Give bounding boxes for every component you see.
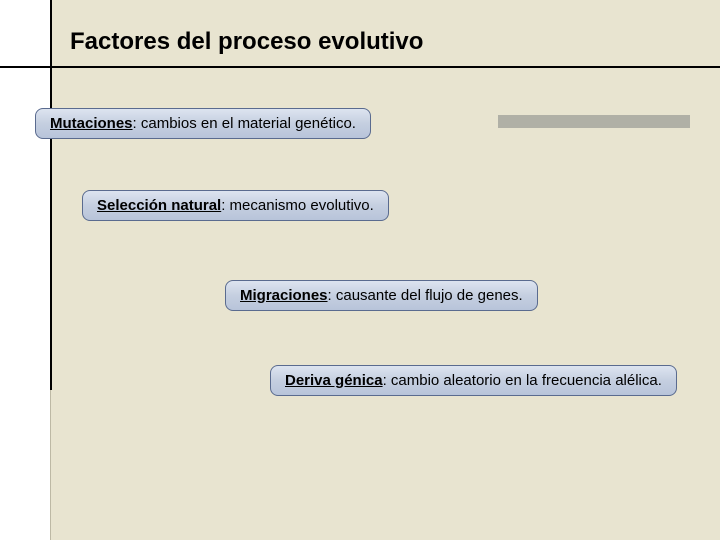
left-column: [0, 0, 50, 540]
factor-term: Migraciones: [240, 287, 328, 304]
factor-pill-1: Selección natural: mecanismo evolutivo.: [82, 190, 389, 221]
factor-term: Selección natural: [97, 197, 221, 214]
factor-term: Deriva génica: [285, 372, 383, 389]
factor-definition: : causante del flujo de genes.: [328, 287, 523, 304]
factor-definition: : mecanismo evolutivo.: [221, 197, 374, 214]
factor-term: Mutaciones: [50, 115, 133, 132]
vertical-divider-light: [50, 390, 51, 540]
factor-pill-3: Deriva génica: cambio aleatorio en la fr…: [270, 365, 677, 396]
decorative-gray-bar: [498, 115, 690, 128]
vertical-divider: [50, 0, 52, 390]
factor-pill-2: Migraciones: causante del flujo de genes…: [225, 280, 538, 311]
page-title: Factores del proceso evolutivo: [70, 28, 423, 56]
title-underline: [0, 66, 720, 68]
factor-definition: : cambios en el material genético.: [133, 115, 356, 132]
factor-definition: : cambio aleatorio en la frecuencia alél…: [383, 372, 662, 389]
factor-pill-0: Mutaciones: cambios en el material genét…: [35, 108, 371, 139]
